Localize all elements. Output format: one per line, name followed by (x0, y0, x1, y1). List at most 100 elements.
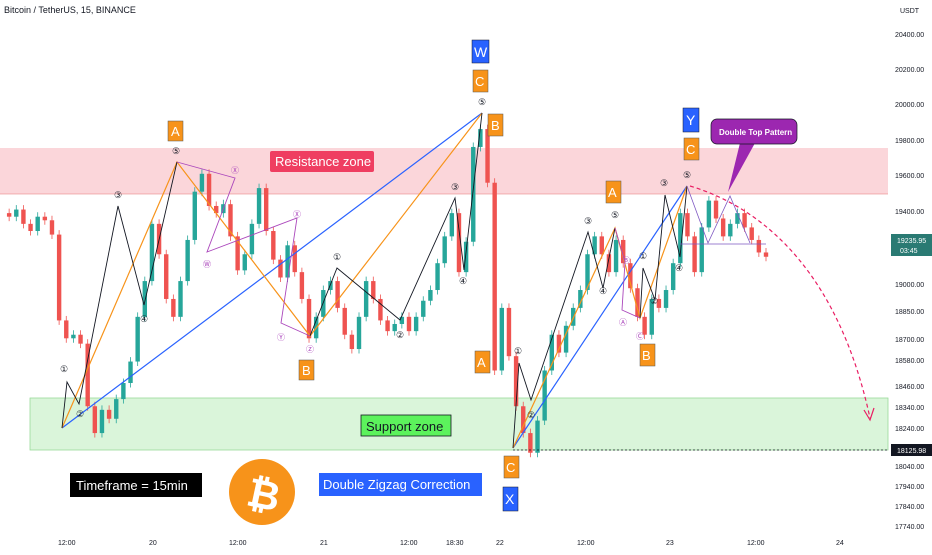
candle-body (678, 213, 683, 264)
purple-wxyz (176, 161, 311, 337)
candle-body (735, 213, 740, 224)
x-tick-label: 12:00 (400, 540, 418, 547)
candle-body (99, 409, 105, 434)
candle-body (663, 290, 669, 308)
wave-number: ③ (114, 190, 122, 200)
low-price-value: 18125.98 (897, 448, 926, 455)
candle-body (399, 316, 405, 324)
candle-body (42, 216, 48, 221)
wave-number: ④ (599, 286, 607, 296)
y-tick-label: 20000.00 (895, 102, 924, 109)
candle-body (763, 252, 769, 257)
candle-body (513, 356, 519, 407)
candle-body (21, 209, 26, 224)
y-tick-label: 17940.00 (895, 484, 924, 491)
wave-label-box (503, 455, 520, 479)
timeframe-label-bg (70, 473, 202, 497)
candle-body (242, 254, 247, 271)
y-axis: 20400.00 20200.00 20000.00 19800.00 1960… (895, 32, 924, 531)
candle-body (385, 320, 390, 332)
candle-body (292, 245, 297, 273)
candle-body (706, 200, 712, 228)
y-tick-label: 19400.00 (895, 209, 924, 216)
candle-body (299, 272, 305, 299)
wave-number: ⑤ (683, 170, 691, 180)
support-zone-label-bg (360, 414, 452, 437)
candle-body (121, 383, 126, 400)
x-tick-label: 20 (149, 540, 157, 547)
wave-number: ② (396, 330, 404, 340)
x-tick-label: 12:00 (229, 540, 247, 547)
candle-body (563, 325, 569, 353)
candle-body (492, 182, 497, 371)
candle-body (628, 263, 633, 289)
resistance-zone-label-bg (270, 151, 374, 172)
candle-body (349, 334, 355, 350)
purple-letter: Ⓑ (622, 256, 630, 265)
candle-body (506, 307, 512, 357)
wave-label-box (502, 486, 519, 512)
purple-letter: Ⓧ (293, 210, 301, 219)
candle-body (14, 209, 19, 217)
wave-number: ④ (675, 263, 683, 273)
candle-body (49, 220, 55, 235)
candle-body (78, 334, 83, 344)
candle-body (606, 254, 612, 273)
candle-body (442, 236, 447, 264)
wave-lines (61, 112, 888, 451)
candle-body (749, 227, 754, 240)
candle-body (228, 204, 233, 237)
x-tick-label: 21 (320, 540, 328, 547)
wave-number: ⑤ (611, 210, 619, 220)
wave-label-b: B (491, 118, 500, 133)
candle-body (135, 316, 140, 362)
candle-body (56, 234, 62, 321)
wave-letters: A B C A B C W X Y C A B (167, 39, 700, 512)
candle-body (713, 200, 719, 219)
candle-body (620, 239, 626, 264)
wave-label-c: C (686, 142, 695, 157)
wave-label-box (682, 107, 700, 133)
support-zone (29, 397, 889, 451)
correction-label-bg (319, 473, 482, 496)
y-tick-label: 18240.00 (895, 426, 924, 433)
candle-body (649, 298, 654, 335)
wave-label-b: B (302, 363, 311, 378)
candle-body (585, 254, 590, 291)
wave-label-box (605, 180, 622, 204)
black-impulse-1 (61, 161, 178, 429)
y-tick-label: 19000.00 (895, 282, 924, 289)
purple-letter: Ⓩ (306, 345, 314, 354)
candle-body (149, 223, 155, 282)
candle-body (556, 334, 562, 353)
candle-body (463, 241, 469, 273)
candle-body (342, 307, 347, 335)
candle-body (578, 290, 583, 308)
wave-number: ③ (584, 216, 592, 226)
candle-body (64, 320, 69, 339)
candle-body (542, 370, 547, 421)
x-tick-label: 22 (496, 540, 504, 547)
candle-body (6, 213, 12, 217)
y-tick-label: 20200.00 (895, 67, 924, 74)
x-tick-label: 12:00 (577, 540, 595, 547)
candle-body (363, 281, 369, 317)
candle-body (720, 218, 726, 237)
wave-label-a: A (171, 124, 180, 139)
y-tick-label: 18340.00 (895, 405, 924, 412)
wave-number: ② (527, 410, 535, 420)
candle-body (599, 236, 604, 255)
wave-label-b: B (642, 348, 651, 363)
correction-label: Double Zigzag Correction (323, 477, 470, 492)
wave-number: ① (514, 346, 522, 356)
candle-body (171, 298, 176, 317)
wave-label-box (298, 359, 315, 381)
orange-y-zigzag (512, 185, 688, 449)
candle-body (106, 409, 112, 419)
candle-body (535, 420, 540, 453)
candle-body (428, 290, 433, 301)
wave-label-x: X (505, 491, 515, 507)
purple-letter: Ⓦ (203, 260, 211, 269)
